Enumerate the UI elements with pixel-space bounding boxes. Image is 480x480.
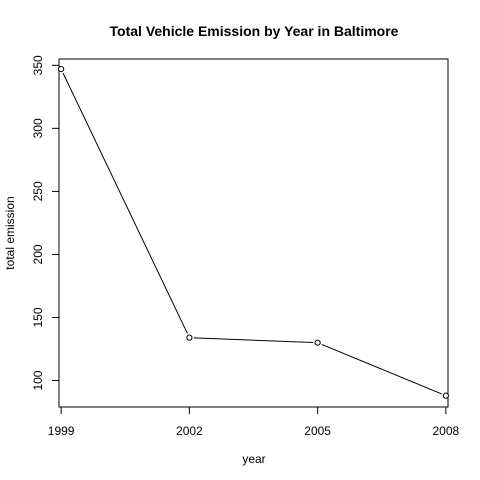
y-tick-label: 150	[31, 307, 45, 327]
x-tick-label: 2008	[433, 424, 460, 438]
y-tick-label: 100	[31, 370, 45, 390]
series-line-segment	[321, 343, 442, 395]
data-point	[186, 334, 193, 341]
plot-frame	[58, 58, 449, 408]
x-axis-title: year	[242, 452, 265, 466]
x-tick-label: 1999	[48, 424, 75, 438]
y-axis: 100 150 200 250 300 350	[31, 55, 60, 391]
series-line-segment	[193, 337, 314, 344]
data-point	[314, 339, 321, 346]
y-tick-label: 350	[31, 55, 45, 75]
y-tick-label: 250	[31, 181, 45, 201]
y-tick-label: 300	[31, 118, 45, 138]
chart-title: Total Vehicle Emission by Year in Baltim…	[110, 23, 399, 39]
data-point	[442, 392, 449, 399]
y-axis-title: total emission	[3, 196, 17, 269]
series-line-segment	[62, 72, 188, 334]
y-tick-label: 200	[31, 244, 45, 264]
series-line-group	[62, 72, 442, 395]
x-axis: 1999 2002 2005 2008	[48, 406, 460, 438]
data-point	[58, 65, 65, 73]
x-tick-label: 2005	[304, 424, 331, 438]
x-tick-label: 2002	[176, 424, 203, 438]
series-points-group	[58, 65, 449, 399]
